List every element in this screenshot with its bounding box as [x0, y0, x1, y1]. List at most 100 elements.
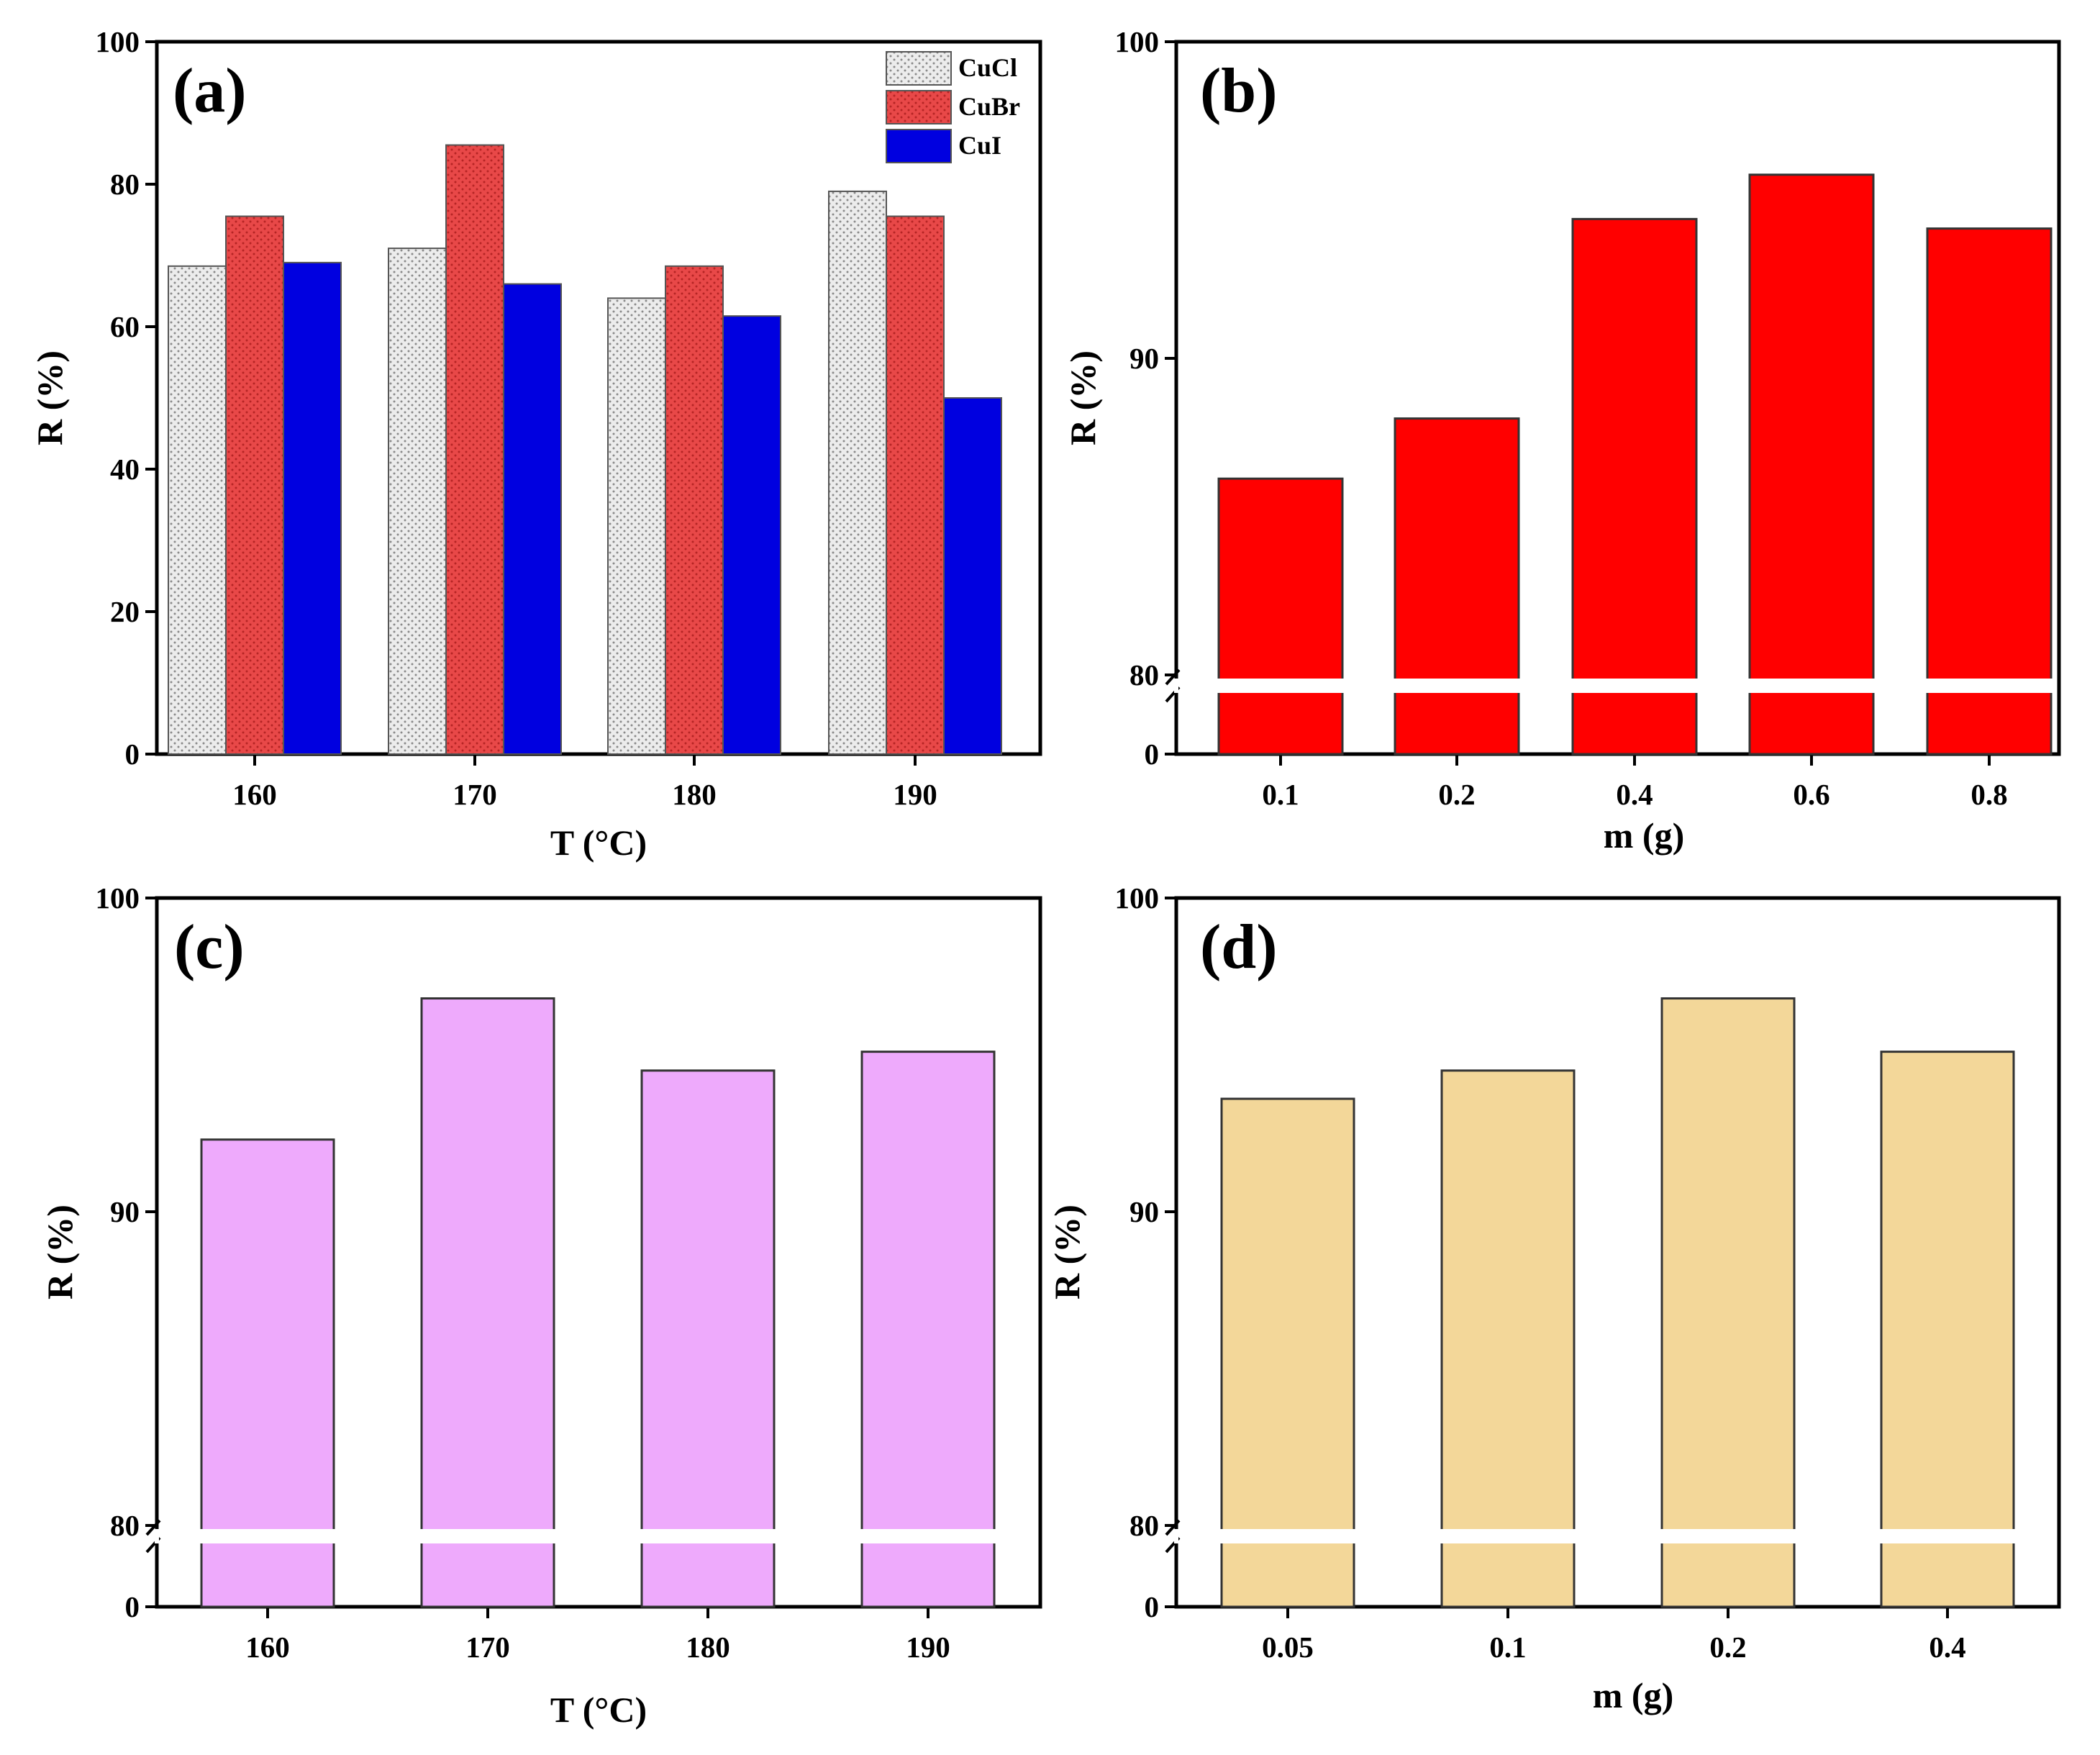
- bar-0.2: [1660, 997, 1796, 1608]
- panel-c-y-axis-title: R (%): [40, 1205, 80, 1300]
- panel-d-letter: (d): [1200, 912, 1278, 982]
- y-tick-label: 80: [1129, 658, 1159, 691]
- bar-cui-160: [283, 261, 342, 755]
- bar-cucl-170: [388, 248, 447, 756]
- x-tick-label: 170: [465, 1631, 510, 1664]
- axis-break-gap: [1174, 679, 1178, 693]
- y-tick-label: 90: [110, 1195, 140, 1228]
- bar-160: [200, 1138, 335, 1608]
- bar-break-stripe: [1748, 679, 1875, 693]
- bar-0.05: [1220, 1097, 1355, 1608]
- x-tick-label: 190: [906, 1631, 950, 1664]
- panel-d-y-axis-title: R (%): [1047, 1205, 1087, 1300]
- y-tick-label: 90: [1129, 342, 1159, 375]
- bar-0.4: [1880, 1051, 2015, 1608]
- y-tick-label: 80: [110, 168, 140, 201]
- panel-a-letter: (a): [173, 56, 247, 126]
- legend-label-cubr: CuBr: [958, 92, 1020, 121]
- bar-break-stripe: [1220, 1529, 1355, 1543]
- y-tick-label: 100: [96, 881, 140, 915]
- bar-break-stripe: [1660, 1529, 1796, 1543]
- legend: CuCl CuBr CuI: [886, 51, 1020, 163]
- y-tick-label: 90: [1129, 1195, 1159, 1228]
- bar-cucl-160: [168, 265, 227, 756]
- legend-swatch-cui: [886, 129, 952, 163]
- legend-swatch-cucl: [886, 51, 952, 86]
- bar-190: [860, 1051, 996, 1608]
- bar-cucl-180: [607, 297, 666, 755]
- x-tick-label: 0.2: [1709, 1631, 1746, 1664]
- y-tick-label: 0: [1145, 1590, 1160, 1623]
- y-tick-label: 100: [96, 25, 140, 58]
- bar-cucl-190: [828, 190, 887, 755]
- bar-break-stripe: [1880, 1529, 2015, 1543]
- legend-label-cucl: CuCl: [958, 53, 1017, 82]
- legend-label-cui: CuI: [958, 131, 1001, 160]
- panel-a-frame: [155, 40, 1042, 756]
- panel-b-x-axis-title: m (g): [1604, 815, 1684, 856]
- bar-170: [420, 997, 555, 1608]
- bar-break-stripe: [1571, 679, 1698, 693]
- y-tick-label: 80: [1129, 1509, 1159, 1542]
- bar-cui-170: [503, 283, 562, 756]
- bar-break-stripe: [1394, 679, 1520, 693]
- y-tick-label: 100: [1115, 25, 1160, 58]
- panel-c-frame: [155, 896, 1042, 1609]
- bar-0.6: [1748, 173, 1875, 756]
- axis-break-gap: [1174, 1529, 1178, 1543]
- panel-b-y-axis-title: R (%): [1063, 350, 1103, 445]
- panel-a-x-axis-title: T (°C): [550, 822, 647, 863]
- bar-0.2: [1394, 417, 1520, 756]
- bar-180: [640, 1069, 776, 1608]
- x-tick-label: 160: [232, 778, 277, 811]
- x-tick-label: 0.6: [1793, 778, 1829, 811]
- axis-break-gap: [155, 1529, 159, 1543]
- x-tick-label: 0.4: [1929, 1631, 1965, 1664]
- x-tick-label: 0.8: [1971, 778, 2007, 811]
- x-tick-label: 180: [686, 1631, 730, 1664]
- panel-a: 0 20 40 60 80 100 160 170 180 190 (a) T (°C) R (…: [29, 25, 1042, 863]
- y-tick-label: 20: [110, 595, 140, 628]
- bar-0.1: [1217, 477, 1344, 756]
- bar-break-stripe: [640, 1529, 776, 1543]
- y-tick-label: 100: [1115, 881, 1160, 915]
- panel-a-y-axis-title: R (%): [29, 350, 70, 445]
- panel-b-letter: (b): [1200, 56, 1278, 126]
- bar-cubr-160: [225, 215, 284, 755]
- y-tick-label: 0: [125, 738, 140, 771]
- bar-break-stripe: [1440, 1529, 1576, 1543]
- bar-cui-180: [722, 315, 781, 755]
- bar-break-stripe: [420, 1529, 555, 1543]
- bar-0.8: [1926, 227, 2053, 756]
- axis-break-mark: [1165, 668, 1181, 686]
- x-tick-label: 180: [672, 778, 717, 811]
- x-tick-label: 0.1: [1262, 778, 1299, 811]
- bar-break-stripe: [860, 1529, 996, 1543]
- bar-break-stripe: [200, 1529, 335, 1543]
- panel-d-frame: [1174, 896, 2061, 1609]
- y-tick-label: 80: [110, 1509, 140, 1542]
- x-tick-label: 170: [453, 778, 497, 811]
- panel-b: 0 80 90 100 0.1 0.2 0.4 0.6 0.8 (b) m (g) R (%): [1063, 25, 2061, 856]
- x-tick-label: 0.05: [1262, 1631, 1314, 1664]
- bar-cubr-180: [665, 265, 724, 756]
- panel-c: 0 80 90 100 160 170 180 190 (c) T (°C) R (%): [40, 881, 1042, 1730]
- x-tick-label: 160: [245, 1631, 290, 1664]
- panel-c-x-axis-title: T (°C): [550, 1690, 647, 1730]
- y-tick-label: 0: [125, 1590, 140, 1623]
- bar-cui-190: [943, 397, 1002, 755]
- y-tick-label: 40: [110, 453, 140, 486]
- x-tick-label: 0.2: [1438, 778, 1475, 811]
- bar-0.1: [1440, 1069, 1576, 1608]
- axis-break-mark: [1165, 1519, 1181, 1536]
- bar-break-stripe: [1926, 679, 2053, 693]
- bar-break-stripe: [1217, 679, 1344, 693]
- x-tick-label: 0.4: [1616, 778, 1653, 811]
- bar-cubr-170: [445, 144, 504, 756]
- bar-0.4: [1571, 217, 1698, 756]
- bar-cubr-190: [886, 215, 945, 755]
- panel-d: 0 80 90 100 0.05 0.1 0.2 0.4 (d) m (g) R (%): [1047, 881, 2061, 1715]
- panel-d-x-axis-title: m (g): [1593, 1675, 1673, 1715]
- panel-c-letter: (c): [174, 912, 245, 982]
